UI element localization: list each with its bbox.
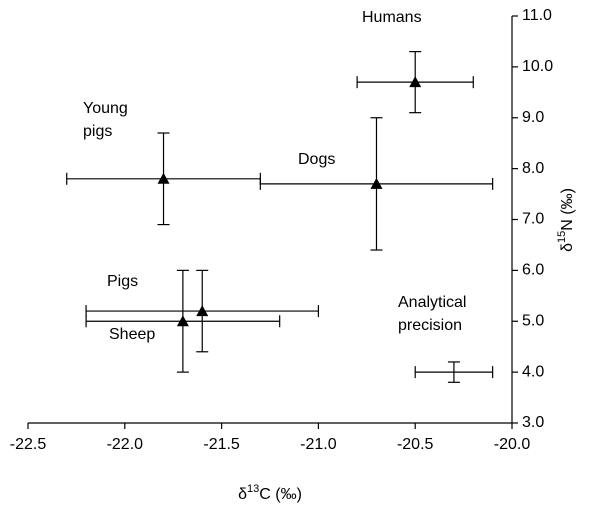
y-tick-label: 6.0 [522,262,544,279]
y-tick-label: 3.0 [522,414,544,431]
y-label-part: δ [559,243,576,252]
series-label: Young pigs [83,100,128,140]
x-label-part: C (‰) [259,486,302,503]
series-label: Analytical precision [398,294,467,334]
y-tick-label: 10.0 [522,58,553,75]
y-tick-label: 7.0 [522,211,544,228]
x-label-sup: 13 [247,483,259,495]
y-axis-label: δ15N (‰) [556,188,576,252]
x-axis-label: δ13C (‰) [238,483,302,503]
series-label: Sheep [109,326,156,343]
y-tick-label: 4.0 [522,363,544,380]
y-label-part: N (‰) [559,188,576,231]
y-tick-label: 9.0 [522,109,544,126]
x-tick-label: -21.0 [300,436,337,453]
point [196,305,209,317]
point [409,76,422,88]
x-tick-label: -22.0 [107,436,144,453]
x-tick-label: -21.5 [203,436,240,453]
y-label-sup: 15 [556,231,568,243]
series-label: Pigs [107,273,139,290]
y-tick-label: 5.0 [522,312,544,329]
x-label-part: δ [238,486,247,503]
x-tick-label: -20.5 [397,436,434,453]
point [157,172,170,184]
series-label: Humans [362,9,422,26]
x-tick-label: -22.5 [10,436,47,453]
x-tick-label: -20.0 [494,436,531,453]
point [176,315,189,327]
point [370,177,383,189]
y-tick-label: 11.0 [522,7,552,24]
series-label: Dogs [298,151,336,168]
y-tick-label: 8.0 [522,160,544,177]
